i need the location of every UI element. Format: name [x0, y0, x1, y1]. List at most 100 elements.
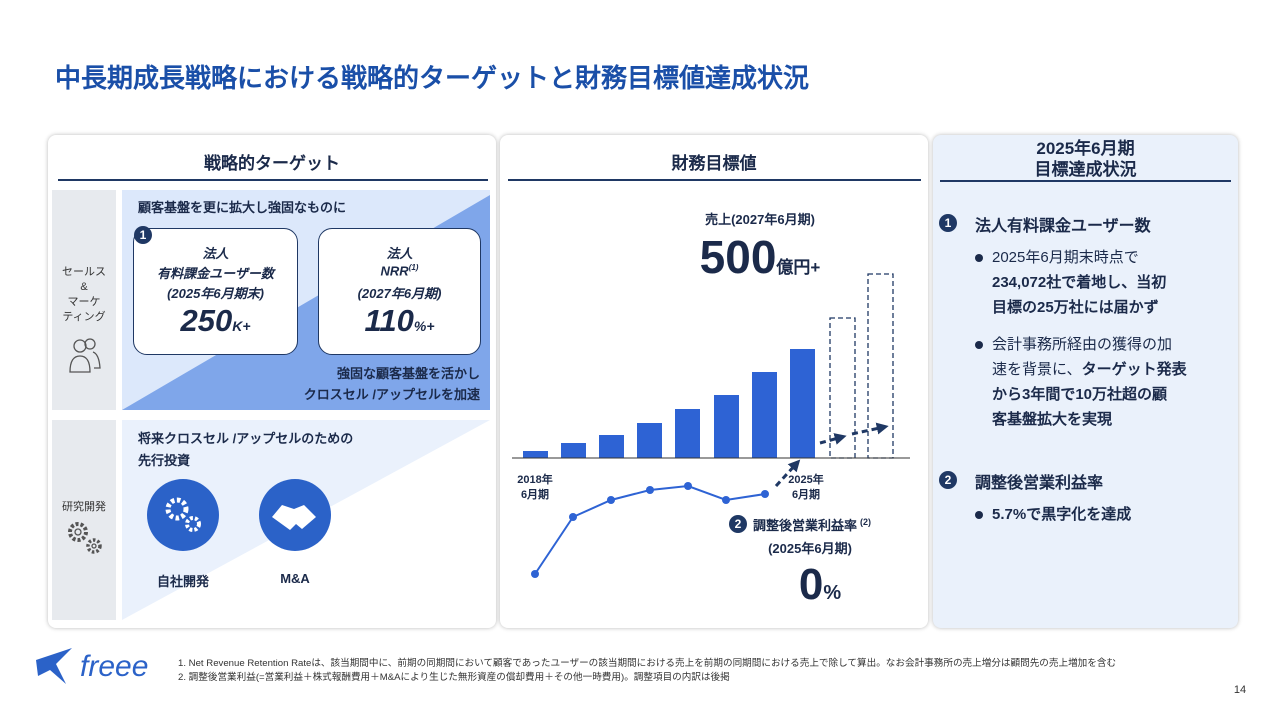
kpi-card: 法人 NRR(1) (2027年6月期) 110%+: [318, 228, 481, 355]
start-label: 2018年 6月期: [505, 473, 565, 503]
handshake: [272, 505, 316, 530]
label-line: セールス: [62, 266, 106, 278]
value: 110: [364, 303, 414, 338]
bullet-line: 速を背景に、ターゲット発表: [992, 357, 1187, 382]
unit: 億円+: [776, 258, 821, 277]
margin-label: 調整後営業利益率 (2): [753, 515, 871, 534]
bullet-line: 目標の25万社には届かず: [992, 295, 1159, 320]
bullet-dot: [975, 341, 983, 349]
margin-text: 調整後営業利益率: [753, 518, 858, 533]
card-line: NRR(1): [319, 263, 480, 278]
rnd-headline: 将来クロスセル /アップセルのための: [138, 431, 354, 446]
revenue-target: 500億円+: [560, 230, 960, 284]
side-band: [52, 420, 116, 620]
page-number: 14: [1233, 684, 1247, 696]
card-line: 法人: [386, 246, 413, 261]
badge: 2: [939, 471, 957, 489]
footnote: 2. 調整後営業利益(=営業利益＋株式報酬費用＋M&Aにより生じた無形資産の償却…: [178, 672, 730, 683]
rnd-item: M&A: [280, 571, 310, 586]
label-line: &: [80, 281, 88, 293]
tagline: 強固な顧客基盤を活かし: [336, 366, 480, 381]
text-segment: ターゲット発表: [1081, 361, 1187, 378]
people-icon: [69, 338, 101, 373]
text-segment: 目標の25万社には届かず: [992, 299, 1159, 316]
text-segment: 客基盤拡大を実現: [992, 411, 1113, 428]
target-bars: [829, 273, 894, 459]
value: 500: [699, 231, 777, 283]
gear-icon: [68, 522, 102, 554]
card-value: 250K+: [134, 303, 297, 339]
label-line: マーケ: [67, 296, 101, 308]
heading-rule: [940, 180, 1231, 182]
bullet-line: 会計事務所経由の獲得の加: [992, 332, 1172, 357]
text-segment: から3年間で10万社超の顧: [992, 386, 1168, 403]
logo: freee: [80, 650, 149, 683]
text-segment: 2025年6月期末時点で: [992, 249, 1139, 266]
panel-heading: 戦略的ターゲット: [204, 154, 340, 173]
margin-value: 0%: [760, 560, 880, 610]
value: 250: [180, 303, 233, 338]
card-line: (2027年6月期): [357, 286, 442, 301]
footnote-ref: (2): [860, 516, 872, 527]
section-title: 調整後営業利益率: [975, 475, 1104, 492]
bullet-line: 客基盤拡大を実現: [992, 407, 1112, 432]
growth-arrows: [774, 422, 889, 488]
value: 0: [798, 560, 824, 609]
heading-rule: [508, 179, 921, 181]
text-segment: 速を背景に、: [992, 361, 1082, 378]
label-line: 6月期: [791, 489, 821, 501]
panel-heading: 財務目標値: [671, 154, 757, 173]
heading-line: 2025年6月期: [1036, 139, 1135, 158]
sales-headline: 顧客基盤を更に拡大し強固なものに: [138, 200, 347, 215]
text-segment: 234,072社で着地し、当初: [992, 274, 1167, 291]
bullet-line: 2025年6月期末時点で: [992, 245, 1139, 270]
section-title: 法人有料課金ユーザー数: [975, 218, 1151, 235]
badge: 1: [134, 226, 152, 244]
card-text: NRR: [380, 263, 409, 279]
label-line: 6月期: [520, 489, 550, 501]
badge: 1: [939, 214, 957, 232]
rnd-headline: 先行投資: [138, 453, 191, 468]
text-segment: 5.7%で黒字化を達成: [992, 506, 1132, 523]
label-line: 2025年: [788, 474, 824, 486]
card-line: 有料課金ユーザー数: [157, 266, 274, 281]
revenue-label: 売上(2027年6月期): [705, 212, 815, 227]
bullet-line: から3年間で10万社超の顧: [992, 382, 1167, 407]
badge: 2: [729, 515, 747, 533]
footnote: 1. Net Revenue Retention Rateは、該当期間中に、前期…: [178, 658, 1117, 669]
bullet-line: 234,072社で着地し、当初: [992, 270, 1166, 295]
heading-rule: [58, 179, 488, 181]
panel-heading: 2025年6月期 目標達成状況: [933, 138, 1238, 180]
unit: %: [823, 582, 842, 604]
footnote-ref: (1): [408, 263, 419, 272]
margin-period: (2025年6月期): [768, 541, 852, 556]
status-panel: [933, 135, 1238, 628]
slide-title: 中長期成長戦略における戦略的ターゲットと財務目標値達成状況: [55, 63, 810, 93]
kpi-card: 法人 有料課金ユーザー数 (2025年6月期末) 250K+: [133, 228, 298, 355]
bullet-line: 5.7%で黒字化を達成: [992, 502, 1131, 527]
label-line: ティング: [62, 311, 106, 323]
bullet-dot: [975, 254, 983, 262]
rnd-label: 研究開発: [62, 501, 106, 513]
text-segment: 会計事務所経由の獲得の加: [992, 336, 1173, 353]
margin-points: [531, 482, 769, 578]
unit: K+: [232, 318, 251, 334]
heading-line: 目標達成状況: [1034, 160, 1137, 179]
revenue-bars: [523, 349, 815, 458]
sales-label: セールス & マーケ ティング: [52, 265, 116, 325]
logo-bird: [36, 648, 72, 684]
unit: %+: [413, 318, 435, 334]
card-value: 110%+: [319, 303, 480, 339]
gears: [165, 497, 201, 532]
label-line: 2018年: [517, 474, 553, 486]
bullet-dot: [975, 511, 983, 519]
side-band: [52, 190, 116, 410]
tagline: クロスセル /アップセルを加速: [303, 387, 480, 402]
end-label: 2025年 6月期: [776, 473, 836, 503]
financial-panel: [500, 135, 928, 628]
card-line: 法人: [202, 246, 229, 261]
card-line: (2025年6月期末): [167, 286, 264, 301]
rnd-item: 自社開発: [156, 574, 209, 589]
